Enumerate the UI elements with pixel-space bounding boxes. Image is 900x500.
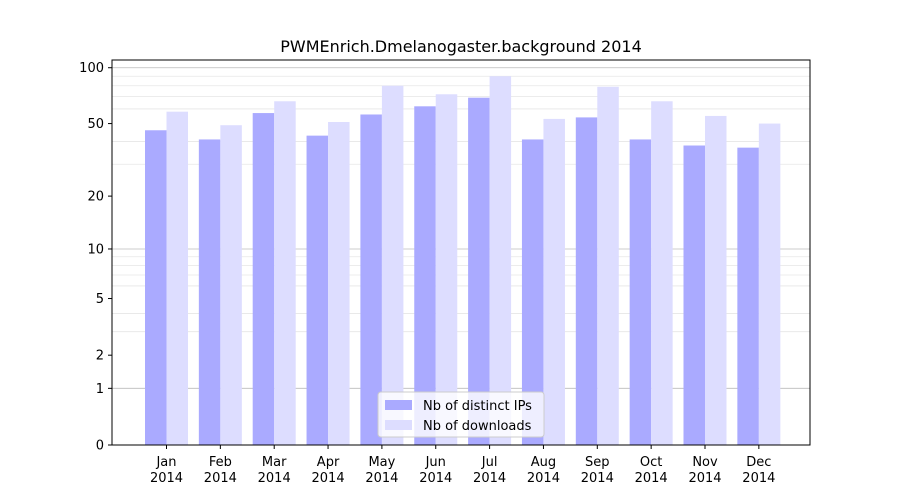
- bar-distinct-ips: [521, 139, 544, 445]
- legend-label: Nb of downloads: [423, 419, 532, 434]
- bar-distinct-ips: [468, 97, 490, 445]
- bar-distinct-ips: [198, 139, 221, 445]
- bar-distinct-ips: [575, 117, 598, 446]
- x-tick-label: Aug 2014: [527, 455, 560, 486]
- legend-box: [377, 391, 545, 438]
- x-tick-label: Dec 2014: [742, 455, 775, 486]
- bar-distinct-ips: [737, 147, 759, 445]
- plot-frame: [111, 59, 811, 446]
- y-tick-label: 5: [96, 292, 104, 307]
- bar-distinct-ips: [306, 135, 329, 445]
- bar-downloads: [435, 94, 458, 445]
- y-tick-label: 10: [87, 242, 104, 257]
- bar-downloads: [705, 115, 727, 445]
- legend: Nb of distinct IPs Nb of downloads: [377, 391, 545, 438]
- x-tick-label: Sep 2014: [581, 455, 614, 486]
- y-tick-label: 0: [96, 439, 104, 454]
- bar-distinct-ips: [360, 114, 382, 445]
- x-tick-label: Nov 2014: [688, 455, 721, 486]
- bar-distinct-ips: [629, 139, 652, 445]
- legend-swatch: [385, 400, 412, 410]
- bar-distinct-ips: [252, 113, 275, 445]
- y-tick-label: 50: [87, 117, 104, 132]
- x-tick-label: Jul 2014: [473, 455, 506, 486]
- bar-downloads: [758, 123, 781, 446]
- x-tick-label: Apr 2014: [312, 455, 345, 486]
- x-tick-label: Feb 2014: [204, 455, 237, 486]
- x-tick-label: Jan 2014: [150, 455, 183, 486]
- bars: [145, 76, 781, 446]
- x-tick-label: Oct 2014: [635, 455, 668, 486]
- bar-distinct-ips: [414, 106, 436, 445]
- bar-downloads: [597, 86, 619, 445]
- y-axis: 0 1 2 5 10 20 50 100: [79, 61, 112, 454]
- y-tick-label: 2: [96, 349, 104, 364]
- chart-title: PWMEnrich.Dmelanogaster.background 2014: [280, 37, 642, 56]
- x-axis: Jan 2014 Feb 2014 Mar 2014 Apr 2014 May 2014 Jun 20…: [150, 445, 775, 486]
- legend-swatch: [385, 420, 412, 430]
- y-tick-label: 1: [96, 382, 104, 397]
- bar-downloads: [166, 111, 188, 445]
- bar-downloads: [381, 85, 404, 445]
- y-tick-label: 100: [79, 61, 104, 76]
- x-tick-label: May 2014: [365, 455, 398, 486]
- bar-downloads: [220, 125, 242, 445]
- bar-downloads: [328, 121, 350, 445]
- x-tick-label: Mar 2014: [258, 455, 291, 486]
- bar-downloads: [489, 76, 512, 446]
- y-tick-label: 20: [87, 190, 104, 205]
- bar-distinct-ips: [683, 145, 705, 445]
- bar-distinct-ips: [145, 130, 167, 445]
- legend-label: Nb of distinct IPs: [423, 399, 532, 414]
- bar-downloads: [651, 101, 673, 446]
- bar-downloads: [274, 101, 296, 446]
- x-tick-label: Jun 2014: [419, 455, 452, 486]
- bar-downloads: [543, 118, 565, 445]
